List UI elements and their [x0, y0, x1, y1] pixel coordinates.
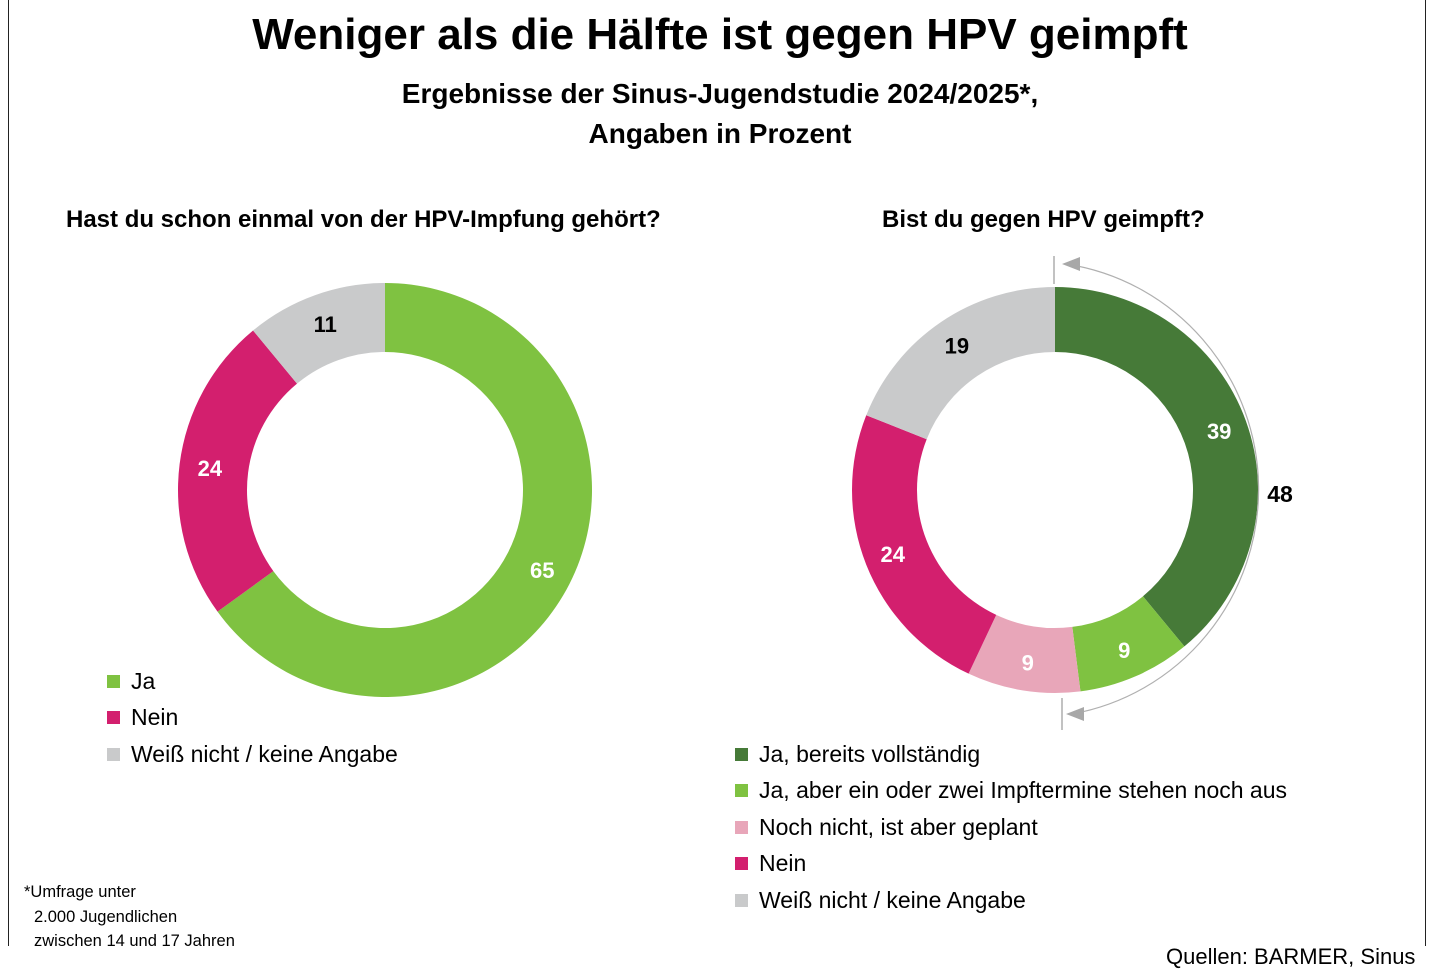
data-label: 11	[314, 312, 337, 337]
donut-segment	[1055, 287, 1259, 647]
left-donut: 65 24 11	[177, 283, 592, 698]
donut-segment	[851, 415, 997, 674]
legend-label: Nein	[759, 850, 807, 877]
chart-frame	[8, 0, 1426, 946]
legend-item: Nein	[107, 700, 398, 737]
annotation-arc	[1065, 263, 1260, 715]
data-label: 24	[881, 542, 906, 567]
right-legend: Ja, bereits vollständig Ja, aber ein ode…	[735, 736, 1287, 919]
legend-swatch	[107, 711, 120, 725]
right-chart-title: Bist du gegen HPV geimpft?	[882, 206, 1205, 233]
arrow-head-icon	[1066, 707, 1084, 721]
donut-segment	[177, 330, 298, 612]
source-note: Quellen: BARMER, Sinus	[1166, 944, 1416, 969]
footnote-line: zwischen 14 und 17 Jahren	[34, 932, 235, 950]
legend-swatch	[107, 674, 120, 688]
legend-swatch	[735, 893, 748, 907]
legend-swatch	[735, 820, 748, 834]
legend-label: Ja, bereits vollständig	[759, 740, 981, 767]
legend-swatch	[735, 747, 748, 761]
legend-item: Nein	[735, 846, 1287, 883]
data-label: 39	[1207, 419, 1231, 444]
subtitle-line: Ergebnisse der Sinus-Jugendstudie 2024/2…	[401, 78, 1039, 109]
legend-label: Nein	[131, 704, 179, 731]
data-label: 24	[198, 456, 223, 481]
chart-subtitle: Ergebnisse der Sinus-Jugendstudie 2024/2…	[0, 74, 1440, 154]
left-legend: Ja Nein Weiß nicht / keine Angabe	[107, 663, 398, 773]
data-label: 9	[1118, 638, 1130, 663]
legend-swatch	[735, 857, 748, 871]
footnote-line: *Umfrage unter	[24, 883, 136, 901]
legend-item: Weiß nicht / keine Angabe	[107, 736, 398, 773]
donut-segment	[968, 614, 1081, 693]
subtitle-line: Angaben in Prozent	[588, 118, 852, 149]
legend-item: Ja	[107, 663, 398, 700]
annotation-label: 48	[1267, 481, 1293, 507]
footnote-line: 2.000 Jugendlichen	[34, 907, 178, 926]
left-chart-title: Hast du schon einmal von der HPV-Impfung…	[66, 206, 661, 233]
legend-label: Ja	[131, 667, 156, 694]
data-label: 19	[945, 334, 969, 359]
legend-label: Noch nicht, ist aber geplant	[759, 813, 1038, 840]
legend-item: Weiß nicht / keine Angabe	[735, 882, 1287, 919]
legend-item: Noch nicht, ist aber geplant	[735, 809, 1287, 846]
data-label: 65	[530, 558, 554, 583]
legend-swatch	[107, 747, 120, 761]
sum-annotation: 48	[1053, 256, 1293, 730]
legend-item: Ja, aber ein oder zwei Impftermine stehe…	[735, 773, 1287, 810]
donut-segment	[217, 283, 592, 698]
legend-label: Weiß nicht / keine Angabe	[131, 740, 398, 767]
right-donut: 39 9 9 24 19	[851, 287, 1259, 693]
donut-segment	[253, 283, 385, 384]
legend-item: Ja, bereits vollständig	[735, 736, 1287, 773]
legend-label: Ja, aber ein oder zwei Impftermine stehe…	[759, 777, 1288, 804]
arrow-head-icon	[1062, 257, 1080, 271]
donut-segment	[866, 287, 1055, 440]
legend-swatch	[735, 784, 748, 798]
legend-label: Weiß nicht / keine Angabe	[759, 886, 1026, 913]
footnote: *Umfrage unter 2.000 Jugendlichen zwisch…	[24, 880, 235, 954]
data-label: 9	[1022, 650, 1034, 675]
chart-title: Weniger als die Hälfte ist gegen HPV gei…	[252, 10, 1188, 59]
donut-segment	[1072, 596, 1185, 692]
